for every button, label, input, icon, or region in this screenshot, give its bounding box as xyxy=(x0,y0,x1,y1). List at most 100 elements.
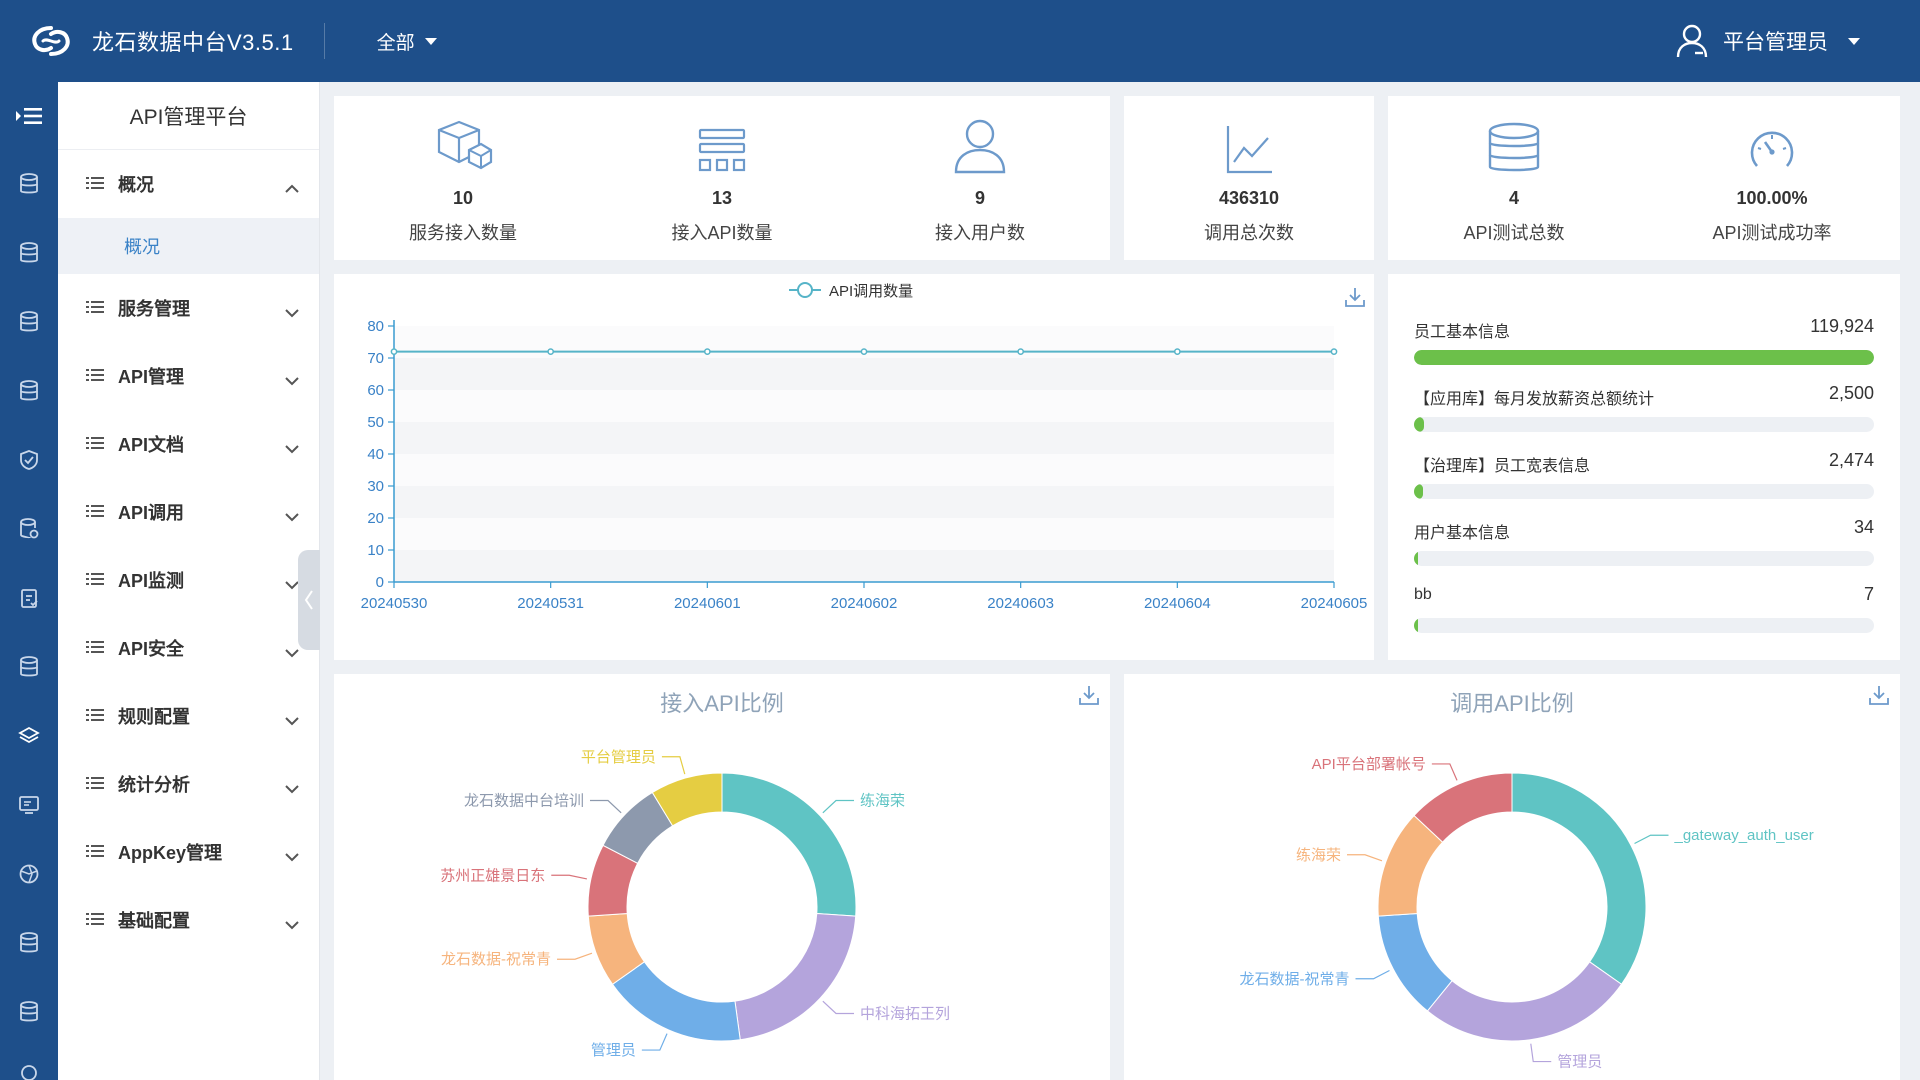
slice-label-line xyxy=(822,1000,855,1015)
sidebar-item-rule-config[interactable]: 规则配置 xyxy=(58,682,319,750)
sidebar-item-label: 规则配置 xyxy=(118,707,190,727)
download-icon[interactable] xyxy=(1868,684,1890,711)
ranking-name: bb xyxy=(1414,586,1432,603)
slice-label: 平台管理员 xyxy=(581,749,656,766)
download-icon[interactable] xyxy=(1344,286,1366,313)
chevron-left-icon xyxy=(304,590,313,610)
user-name: 平台管理员 xyxy=(1723,31,1828,54)
caret-down-icon xyxy=(424,37,437,45)
stat-value: 9 xyxy=(974,188,985,208)
sidebar-item-label: API安全 xyxy=(118,639,185,659)
user-icon xyxy=(880,96,1080,176)
stat-value: 100.00% xyxy=(1736,188,1808,208)
y-tick-label: 70 xyxy=(367,350,384,367)
user-icon xyxy=(1676,24,1708,58)
call-api-donut-chart: _gateway_auth_user 管理员 龙石数据-祝常青 练海荣 API平台部署帐… xyxy=(1239,756,1813,1071)
list-icon xyxy=(86,434,104,455)
sidebar-item-api-docs[interactable]: API文档 xyxy=(58,410,319,478)
list-icon xyxy=(86,706,104,727)
donut-slice[interactable] xyxy=(1426,961,1623,1042)
ranking-progress-track xyxy=(1414,417,1874,432)
data-point[interactable] xyxy=(1017,348,1025,355)
user-menu[interactable]: 平台管理员 xyxy=(1675,0,1860,82)
download-icon[interactable] xyxy=(1078,684,1100,711)
database-icon[interactable] xyxy=(0,302,58,342)
donut-slice[interactable] xyxy=(734,912,857,1041)
line-chart-card: 0 10 20 30 40 50 60 70 80 20240530 20240531 202406… xyxy=(334,274,1374,660)
shield-icon[interactable] xyxy=(0,440,58,480)
grid-band xyxy=(394,486,1334,518)
data-point[interactable] xyxy=(1173,348,1181,355)
data-point[interactable] xyxy=(1330,348,1338,355)
chart-title: 调用API比例 xyxy=(1450,691,1574,716)
header-divider xyxy=(323,23,325,59)
top-bar: 龙石数据中台V3.5.1 全部 平台管理员 xyxy=(0,0,1920,82)
layers-icon[interactable] xyxy=(0,716,58,756)
sidebar-item-api-management[interactable]: API管理 xyxy=(58,342,319,410)
sidebar-item-appkey[interactable]: AppKey管理 xyxy=(58,818,319,886)
clipboard-icon[interactable] xyxy=(0,578,58,618)
slice-label-line xyxy=(822,799,855,814)
sidebar-item-service-management[interactable]: 服务管理 xyxy=(58,274,319,342)
y-tick-label: 40 xyxy=(367,446,384,463)
ranking-progress-track xyxy=(1414,350,1874,365)
donut-slice[interactable] xyxy=(651,772,723,827)
slice-label-line xyxy=(1634,834,1669,845)
stat-label: 服务接入数量 xyxy=(409,223,517,243)
slice-label: 龙石数据中台培训 xyxy=(464,793,584,810)
legend-marker xyxy=(797,282,813,298)
aperture-icon[interactable] xyxy=(0,854,58,894)
donut-card-access-api: 接入API比例 练海荣 中科海拓王列 管理员 龙石数据-祝常青 苏州正雄景日东 龙石数据中… xyxy=(334,674,1110,1080)
donut-slice[interactable] xyxy=(721,772,857,917)
slice-label: 苏州正雄景日东 xyxy=(440,867,545,884)
data-point[interactable] xyxy=(703,348,711,355)
slice-label-line xyxy=(551,874,588,880)
slice-label-line xyxy=(589,799,622,814)
sidebar-item-api-call[interactable]: API调用 xyxy=(58,478,319,546)
sidebar-item-basic-config[interactable]: 基础配置 xyxy=(58,886,319,954)
database-settings-icon[interactable] xyxy=(0,509,58,549)
data-point[interactable] xyxy=(547,348,555,355)
app-logo[interactable] xyxy=(26,21,76,61)
chevron-up-icon xyxy=(285,178,299,199)
chart-legend[interactable]: API调用数量 xyxy=(789,282,913,300)
sidebar-item-api-security[interactable]: API安全 xyxy=(58,614,319,682)
list-icon xyxy=(86,638,104,659)
y-tick-label: 0 xyxy=(376,574,384,591)
scope-dropdown[interactable]: 全部 xyxy=(377,28,437,55)
ranking-progress-fill xyxy=(1414,350,1874,365)
list-icon xyxy=(86,774,104,795)
database-icon[interactable] xyxy=(0,164,58,204)
sidebar-item-api-monitoring[interactable]: API监测 xyxy=(58,546,319,614)
ranking-progress-fill xyxy=(1414,417,1424,432)
donut-slice[interactable] xyxy=(1511,772,1647,985)
x-tick-label: 20240602 xyxy=(831,595,898,612)
database-icon[interactable] xyxy=(0,233,58,273)
y-tick-label: 60 xyxy=(367,382,384,399)
menu-toggle-icon[interactable] xyxy=(0,96,58,136)
more-icon[interactable] xyxy=(0,1050,58,1080)
data-point[interactable] xyxy=(390,348,398,355)
database-icon[interactable] xyxy=(0,647,58,687)
database-icon[interactable] xyxy=(0,371,58,411)
slice-label-line xyxy=(1431,763,1458,781)
data-point[interactable] xyxy=(860,348,868,355)
ranking-progress-track xyxy=(1414,618,1874,633)
sidebar-item-statistics[interactable]: 统计分析 xyxy=(58,750,319,818)
stat-user-count: 9 接入用户数 xyxy=(880,96,1080,245)
stat-api-count: 13 接入API数量 xyxy=(622,96,822,245)
donut-slice[interactable] xyxy=(1413,772,1513,843)
ranking-value: 2,500 xyxy=(1828,383,1874,403)
ranking-progress-fill xyxy=(1414,618,1418,633)
donut-slice[interactable] xyxy=(611,961,741,1042)
x-tick-label: 20240605 xyxy=(1301,595,1368,612)
stats-card-access: 10 服务接入数量 13 接入API数量 9 接入用户数 xyxy=(334,96,1110,260)
database-icon[interactable] xyxy=(0,992,58,1032)
database-icon[interactable] xyxy=(0,923,58,963)
sidebar-item-overview[interactable]: 概况 xyxy=(58,150,319,218)
sidebar-subitem-overview[interactable]: 概况 xyxy=(58,218,319,274)
y-tick-label: 80 xyxy=(367,318,384,335)
ranking-progress-track xyxy=(1414,484,1874,499)
monitor-icon[interactable] xyxy=(0,785,58,825)
sidebar-collapse-handle[interactable] xyxy=(298,550,320,650)
